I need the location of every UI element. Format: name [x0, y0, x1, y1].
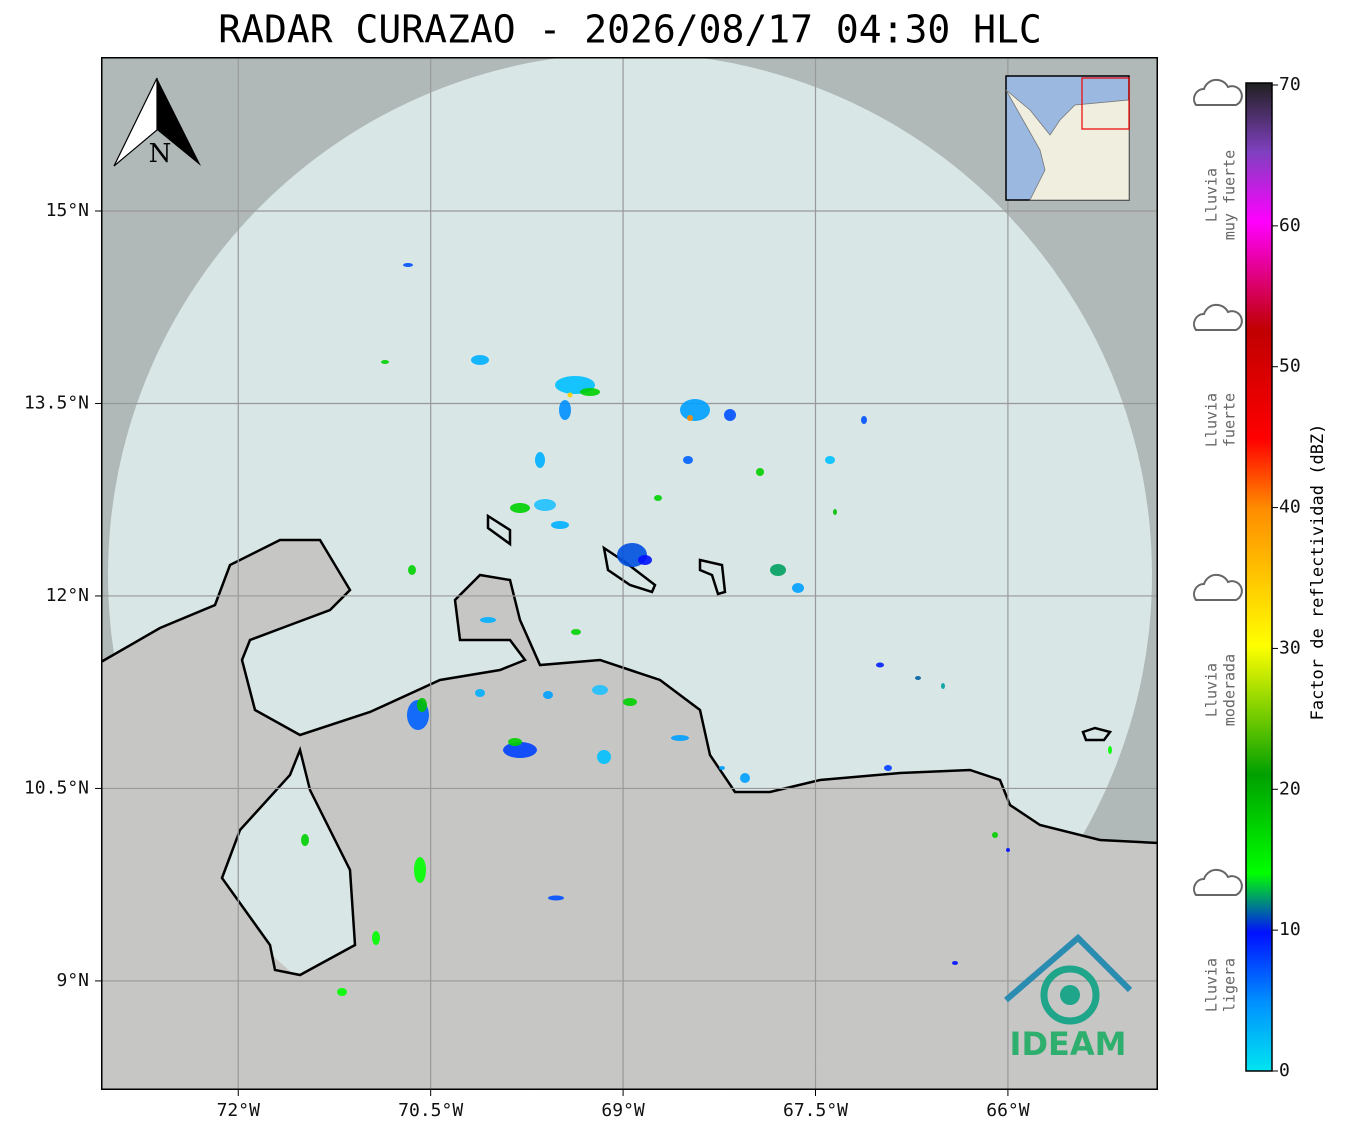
- radar-echo: [381, 360, 389, 364]
- radar-echo: [792, 583, 804, 593]
- title: RADAR CURAZAO - 2026/08/17 04:30 HLC: [218, 8, 1042, 52]
- radar-echo: [680, 399, 710, 421]
- x-tick-label: 69°W: [601, 1100, 645, 1121]
- radar-echo: [952, 961, 958, 965]
- radar-echo: [571, 629, 581, 635]
- radar-echo: [567, 392, 573, 398]
- colorbar-tick-label: 70: [1279, 74, 1301, 95]
- radar-echo: [770, 564, 786, 576]
- colorbar-tick-label: 50: [1279, 356, 1301, 377]
- radar-echo: [535, 452, 545, 468]
- x-tick-label: 70.5°W: [398, 1100, 463, 1121]
- radar-echo: [414, 857, 426, 883]
- radar-echo: [559, 400, 571, 420]
- radar-echo: [471, 355, 489, 365]
- radar-echo: [534, 499, 556, 511]
- colorbar: [1245, 82, 1273, 1072]
- radar-echo: [543, 691, 553, 699]
- radar-echo: [915, 676, 921, 680]
- radar-echo: [654, 495, 662, 501]
- radar-echo: [597, 750, 611, 764]
- radar-echo: [638, 555, 652, 565]
- radar-echo: [480, 617, 496, 623]
- rain-level: Lluvia muy fuerte: [1193, 78, 1243, 240]
- y-tick-label: 10.5°N: [24, 777, 89, 798]
- inset-map: [1005, 75, 1130, 201]
- radar-echo: [687, 415, 693, 421]
- x-tick-label: 66°W: [986, 1100, 1030, 1121]
- rain-level: Lluvia fuerte: [1193, 303, 1243, 447]
- rain-level-label: fuerte: [1221, 393, 1239, 447]
- rain-icon: [1193, 868, 1243, 896]
- rain-level: Lluvia moderada: [1193, 573, 1243, 726]
- radar-echo: [592, 685, 608, 695]
- radar-echo: [671, 735, 689, 741]
- y-tick-label: 15°N: [46, 200, 89, 221]
- radar-echo: [740, 773, 750, 783]
- rain-icon: [1193, 78, 1243, 106]
- y-tick-label: 12°N: [46, 585, 89, 606]
- radar-echo: [408, 565, 416, 575]
- logo: IDEAM: [1004, 933, 1133, 1063]
- radar-echo: [301, 834, 309, 846]
- radar-echo: [551, 521, 569, 529]
- north-arrow: N: [113, 77, 201, 169]
- lake: [222, 750, 355, 975]
- rain-level-label: Lluvia: [1203, 393, 1221, 447]
- radar-echo: [503, 742, 537, 758]
- north-label: N: [149, 139, 172, 169]
- colorbar-label: Factor de reflectividad (dBZ): [1308, 424, 1328, 721]
- radar-echo: [508, 738, 522, 746]
- logo-text: IDEAM: [1010, 1025, 1127, 1063]
- radar-echoes: [301, 263, 1112, 996]
- rain-level-label: Lluvia: [1203, 168, 1221, 222]
- y-tick-label: 13.5°N: [24, 392, 89, 413]
- radar-echo: [683, 456, 693, 464]
- x-tick-label: 72°W: [217, 1100, 261, 1121]
- colorbar-tick-label: 60: [1279, 215, 1301, 236]
- colorbar-tick-label: 0: [1279, 1060, 1290, 1081]
- radar-echo: [833, 509, 837, 515]
- map: [101, 57, 1158, 1090]
- radar-echo: [992, 832, 998, 838]
- colorbar-tick-label: 30: [1279, 637, 1301, 658]
- rain-level-label: Lluvia: [1203, 958, 1221, 1012]
- y-tick-label: 9°N: [56, 970, 89, 991]
- radar-echo: [548, 895, 564, 901]
- rain-level-label: moderada: [1221, 654, 1239, 726]
- radar-echo: [580, 388, 600, 396]
- rain-icon: [1193, 573, 1243, 601]
- radar-echo: [1108, 746, 1112, 754]
- colorbar-tick-label: 40: [1279, 497, 1301, 518]
- radar-echo: [756, 468, 764, 476]
- rain-level-label: Lluvia: [1203, 663, 1221, 717]
- radar-echo: [724, 409, 736, 421]
- colorbar-tick-label: 10: [1279, 919, 1301, 940]
- rain-level-label: muy fuerte: [1221, 150, 1239, 240]
- rain-level: Lluvia ligera: [1193, 868, 1243, 1012]
- radar-echo: [510, 503, 530, 513]
- radar-echo: [825, 456, 835, 464]
- radar-echo: [623, 698, 637, 706]
- radar-echo: [403, 263, 413, 267]
- rain-level-label: ligera: [1221, 958, 1239, 1012]
- x-tick-label: 67.5°W: [783, 1100, 848, 1121]
- radar-echo: [941, 683, 945, 689]
- grid: [101, 57, 1158, 1090]
- radar-echo: [861, 416, 867, 424]
- radar-echo: [417, 698, 427, 712]
- radar-echo: [719, 766, 725, 770]
- radar-echo: [876, 662, 884, 668]
- radar-echo: [475, 689, 485, 697]
- radar-echo: [1006, 848, 1010, 852]
- radar-echo: [884, 765, 892, 771]
- colorbar-tick-label: 20: [1279, 778, 1301, 799]
- rain-icon: [1193, 303, 1243, 331]
- radar-echo: [372, 931, 380, 945]
- radar-echo: [337, 988, 347, 996]
